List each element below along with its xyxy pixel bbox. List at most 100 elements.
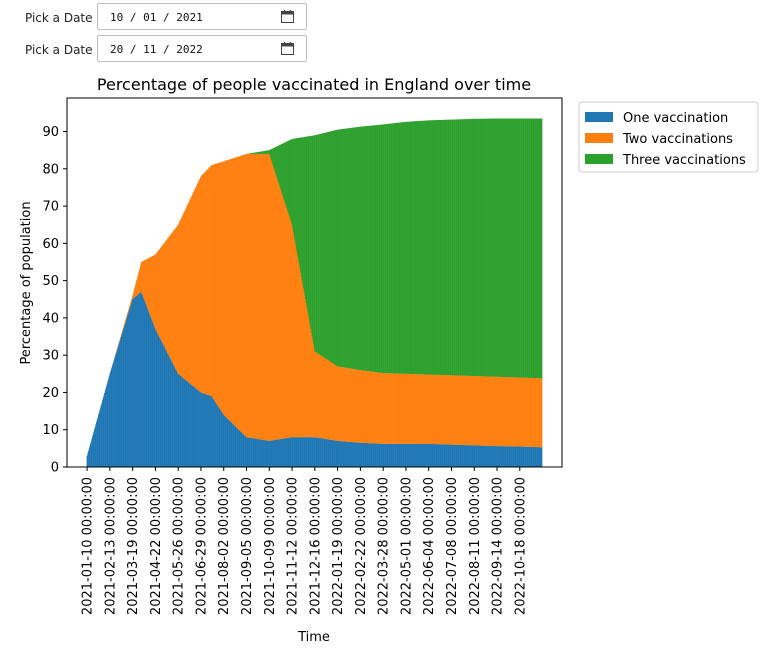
bar-segment <box>358 369 360 443</box>
bar-segment <box>459 119 460 376</box>
bar-segment <box>188 382 190 467</box>
bar-segment <box>503 446 505 467</box>
bar-segment <box>487 118 489 377</box>
bar-segment <box>401 373 403 444</box>
bar-segment <box>354 127 356 370</box>
bar-segment <box>117 347 119 467</box>
bar-segment <box>181 377 183 467</box>
bar-segment <box>270 158 272 441</box>
bar-segment <box>339 441 341 467</box>
bar-segment <box>429 374 431 444</box>
bar-segment <box>453 119 454 376</box>
bar-segment <box>458 119 460 376</box>
bar-segment <box>213 164 215 400</box>
date-picker-label: Pick a Date <box>25 11 93 25</box>
bar-segment <box>524 118 525 378</box>
bar-segment <box>401 122 403 374</box>
bar-segment <box>465 445 467 467</box>
bar-segment <box>306 306 308 438</box>
bar-segment <box>290 139 292 221</box>
bar-segment <box>334 364 336 441</box>
bar-segment <box>369 371 371 444</box>
bar-segment <box>406 121 408 374</box>
bar-segment <box>399 443 401 467</box>
bar-segment <box>410 373 412 444</box>
bar-segment <box>436 444 438 467</box>
bar-segment <box>377 372 379 444</box>
bar-segment <box>343 367 345 442</box>
bar-segment <box>329 131 331 362</box>
calendar-icon[interactable] <box>281 10 294 23</box>
bar-segment <box>397 122 399 374</box>
bar-segment <box>138 294 140 467</box>
bar-segment <box>352 127 354 369</box>
bar-segment <box>252 152 253 154</box>
bar-segment <box>332 130 334 364</box>
end-date-input[interactable]: 20 / 11 / 2022 <box>97 35 307 62</box>
bar-segment <box>321 133 322 356</box>
bar-segment <box>88 448 90 467</box>
bar-segment <box>422 374 424 444</box>
bar-segment <box>435 444 437 467</box>
bar-segment <box>406 373 408 444</box>
bar-segment <box>535 447 537 467</box>
bar-segment <box>269 155 271 441</box>
bar-segment <box>530 118 532 378</box>
bar-segment <box>525 377 527 447</box>
bar-segment <box>319 134 320 355</box>
bar-segment <box>516 446 517 467</box>
bar-segment <box>378 372 380 444</box>
start-date-input[interactable]: 10 / 01 / 2021 <box>97 3 307 30</box>
bar-segment <box>382 372 383 444</box>
bar-segment <box>528 446 529 467</box>
bar-segment <box>121 334 123 467</box>
bar-segment <box>250 153 251 154</box>
bar-segment <box>209 395 211 467</box>
bar-segment <box>218 407 220 467</box>
bar-segment <box>493 446 495 467</box>
bar-segment <box>371 443 373 467</box>
bar-segment <box>252 153 254 439</box>
bar-segment <box>365 370 367 444</box>
bar-segment <box>266 440 268 467</box>
bar-segment <box>422 120 424 375</box>
bar-segment <box>464 445 466 467</box>
y-tick-label: 0 <box>51 461 59 476</box>
bar-segment <box>230 422 232 467</box>
bar-segment <box>250 437 252 467</box>
bar-segment <box>368 443 370 467</box>
bar-segment <box>267 440 269 467</box>
bar-segment <box>475 118 477 377</box>
bar-segment <box>293 235 295 438</box>
bar-segment <box>256 438 258 467</box>
bar-segment <box>447 375 448 445</box>
bar-segment <box>338 366 340 442</box>
bar-segment <box>420 443 422 467</box>
y-tick-label: 20 <box>42 386 59 401</box>
bar-segment <box>538 378 540 448</box>
bar-segment <box>176 371 178 467</box>
bar-segment <box>141 261 143 294</box>
bar-segment <box>306 437 308 467</box>
bar-segment <box>529 118 531 378</box>
bar-segment <box>510 377 512 447</box>
bar-segment <box>347 128 349 369</box>
bar-segment <box>190 197 192 385</box>
calendar-icon[interactable] <box>281 42 294 55</box>
bar-segment <box>319 437 320 467</box>
bar-segment <box>239 156 241 431</box>
bar-segment <box>491 445 493 467</box>
bar-segment <box>508 118 510 378</box>
bar-segment <box>471 445 473 467</box>
bar-segment <box>360 126 362 371</box>
bar-segment <box>479 376 481 446</box>
bar-segment <box>200 392 202 467</box>
bar-segment <box>333 364 335 441</box>
bar-segment <box>156 331 158 467</box>
bar-segment <box>337 129 339 367</box>
bar-segment <box>288 437 290 467</box>
bar-segment <box>233 424 235 467</box>
bar-segment <box>193 386 195 467</box>
bar-segment <box>171 360 172 467</box>
bar-segment <box>457 375 459 445</box>
